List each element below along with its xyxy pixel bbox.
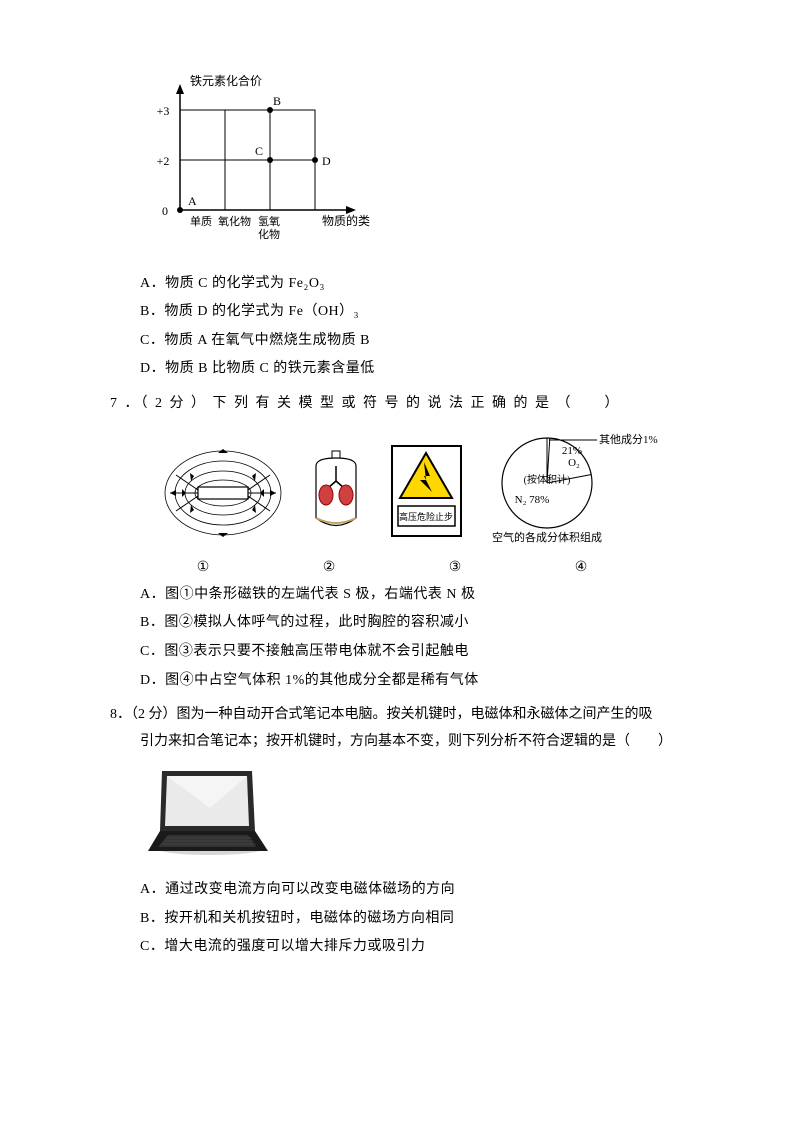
q7-option-a: A．图①中条形磁铁的左端代表 S 极，右端代表 N 极: [140, 582, 684, 609]
q7-option-b: B．图②模拟人体呼气的过程，此时胸腔的容积减小: [140, 610, 684, 637]
q7-warning-sign: 高压危险止步: [384, 438, 469, 554]
svg-text:其他成分1%: 其他成分1%: [599, 433, 658, 446]
svg-text:铁元素化合价: 铁元素化合价: [190, 73, 262, 88]
q8-header: 8．（2 分）图为一种自动开合式笔记本电脑。按关机键时，电磁体和永磁体之间产生的…: [110, 702, 684, 729]
q7-lung-model: [296, 443, 376, 554]
q7-labels: ① ② ③ ④: [140, 555, 644, 582]
q7-label-4: ④: [518, 555, 644, 582]
svg-text:O₂: O₂: [568, 457, 580, 469]
q7-magnet-diagram: [158, 443, 288, 554]
svg-text:氧化物: 氧化物: [218, 214, 251, 228]
q7-header: 7 ．（ 2 分 ） 下 列 有 关 模 型 或 符 号 的 说 法 正 确 的…: [110, 391, 684, 418]
q7-label-3: ③: [392, 555, 518, 582]
q7-label-2: ②: [266, 555, 392, 582]
q6-options: A．物质 C 的化学式为 Fe₂O₃ B．物质 D 的化学式为 Fe（OH）₃ …: [140, 271, 684, 383]
svg-text:D: D: [322, 154, 331, 168]
laptop-image: [140, 763, 684, 869]
svg-text:0: 0: [162, 204, 168, 218]
svg-text:B: B: [273, 94, 281, 108]
svg-text:A: A: [188, 194, 197, 208]
svg-text:空气的各成分体积组成: 空气的各成分体积组成: [492, 530, 602, 543]
chart-svg: 0 +2 +3 铁元素化合价 物质的类别 单质 氧化物 氢氧 化物 A B C …: [140, 70, 370, 250]
svg-text:单质: 单质: [190, 215, 212, 228]
warning-text: 高压危险止步: [398, 511, 452, 522]
svg-text:21%: 21%: [561, 445, 581, 457]
q8-option-c: C．增大电流的强度可以增大排斥力或吸引力: [140, 934, 684, 961]
svg-text:化物: 化物: [258, 227, 280, 241]
q6-option-b: B．物质 D 的化学式为 Fe（OH）₃: [140, 299, 684, 326]
q7-option-d: D．图④中占空气体积 1%的其他成分全都是稀有气体: [140, 668, 684, 695]
svg-text:物质的类别: 物质的类别: [322, 213, 370, 228]
svg-text:氢氧: 氢氧: [258, 214, 280, 228]
q8-option-a: A．通过改变电流方向可以改变电磁体磁场的方向: [140, 877, 684, 904]
q7-options: A．图①中条形磁铁的左端代表 S 极，右端代表 N 极 B．图②模拟人体呼气的过…: [140, 582, 684, 694]
q8-option-b: B．按开机和关机按钮时，电磁体的磁场方向相同: [140, 906, 684, 933]
iron-valence-chart: 0 +2 +3 铁元素化合价 物质的类别 单质 氧化物 氢氧 化物 A B C …: [140, 70, 684, 261]
svg-text:+2: +2: [157, 154, 170, 168]
svg-text:N₂ 78%: N₂ 78%: [514, 494, 549, 506]
q7-image-row: 高压危险止步 21% O₂ (按体积计) N₂ 78% 其他成分1% 空气的各成…: [140, 428, 684, 554]
q6-option-c: C．物质 A 在氧气中燃烧生成物质 B: [140, 328, 684, 355]
q7-label-1: ①: [140, 555, 266, 582]
q7-option-c: C．图③表示只要不接触高压带电体就不会引起触电: [140, 639, 684, 666]
q6-option-d: D．物质 B 比物质 C 的铁元素含量低: [140, 356, 684, 383]
svg-text:(按体积计): (按体积计): [523, 473, 570, 486]
q8-header-line2: 引力来扣合笔记本；按开机键时，方向基本不变，则下列分析不符合逻辑的是（ ）: [140, 729, 684, 756]
q8-options: A．通过改变电流方向可以改变电磁体磁场的方向 B．按开机和关机按钮时，电磁体的磁…: [140, 877, 684, 961]
q7-pie-chart: 21% O₂ (按体积计) N₂ 78% 其他成分1% 空气的各成分体积组成: [477, 428, 667, 554]
q6-option-a: A．物质 C 的化学式为 Fe₂O₃: [140, 271, 684, 298]
svg-text:+3: +3: [157, 104, 170, 118]
svg-text:C: C: [255, 144, 263, 158]
